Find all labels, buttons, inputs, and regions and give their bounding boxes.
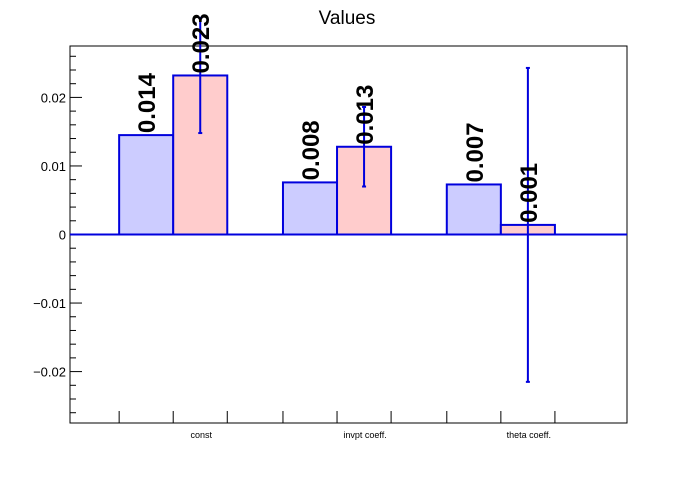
chart-title: Values: [319, 8, 376, 29]
x-tick-label: theta coeff.: [507, 430, 551, 440]
y-tick-label: −0.02: [33, 365, 66, 380]
y-tick-label: 0: [59, 228, 66, 243]
bar-value-label: 0.001: [516, 163, 543, 223]
bar-value-label: 0.023: [188, 13, 215, 73]
bar-value-label: 0.008: [298, 120, 325, 180]
bar: [445, 183, 502, 236]
y-tick-label: −0.01: [33, 296, 66, 311]
error-bars-layer: [198, 16, 530, 383]
bar-labels-layer: 0.014 0.008 0.007 0.023 0.013 0.001: [134, 13, 543, 222]
bar: [118, 134, 175, 236]
x-tick-label: invpt coeff.: [343, 430, 386, 440]
bars-layer: [118, 74, 556, 236]
x-tick-label: const: [190, 430, 212, 440]
x-axis: const invpt coeff. theta coeff.: [118, 411, 556, 440]
bar-value-label: 0.013: [352, 85, 379, 145]
y-axis: 0.02 0.01 0 −0.01 −0.02: [33, 55, 82, 414]
y-tick-label: 0.02: [41, 90, 66, 105]
bar-value-label: 0.014: [134, 72, 161, 133]
bar: [281, 181, 339, 236]
bar-value-label: 0.007: [462, 122, 489, 182]
y-tick-label: 0.01: [41, 159, 66, 174]
